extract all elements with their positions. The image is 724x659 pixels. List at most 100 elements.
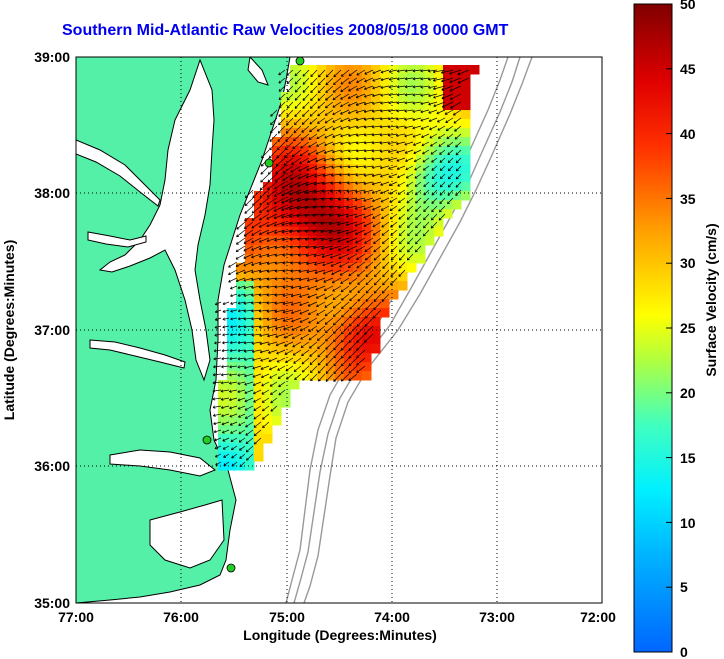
velocity-cell — [452, 101, 462, 111]
velocity-arrow — [449, 69, 462, 75]
velocity-cell — [371, 191, 381, 201]
velocity-cell — [299, 83, 309, 93]
velocity-arrow — [274, 253, 286, 257]
velocity-arrow — [332, 293, 342, 300]
velocity-cell — [389, 227, 399, 237]
velocity-cell — [389, 218, 399, 228]
velocity-cell — [344, 83, 354, 93]
velocity-arrow — [229, 413, 238, 418]
velocity-cell — [308, 164, 318, 174]
velocity-arrow — [298, 285, 310, 290]
velocity-arrow — [423, 197, 430, 204]
velocity-cell — [335, 155, 345, 165]
velocity-arrow — [430, 141, 438, 147]
velocity-cell — [344, 65, 354, 75]
velocity-cell — [254, 254, 264, 264]
velocity-arrow — [356, 69, 366, 76]
velocity-arrow — [396, 77, 406, 81]
velocity-arrow — [220, 405, 230, 410]
velocity-cell — [434, 209, 444, 219]
velocity-arrow — [308, 341, 318, 349]
velocity-arrow — [444, 109, 454, 115]
velocity-arrow — [356, 357, 366, 366]
velocity-arrow — [332, 101, 342, 108]
velocity-cell — [236, 272, 246, 282]
velocity-arrow — [371, 109, 382, 113]
velocity-arrow — [389, 197, 398, 203]
velocity-cell — [335, 209, 345, 219]
velocity-cell — [398, 218, 408, 228]
velocity-cell — [425, 200, 435, 210]
velocity-arrow — [307, 285, 318, 290]
velocity-cell — [317, 182, 327, 192]
velocity-arrow — [421, 141, 430, 147]
velocity-arrow — [299, 301, 310, 307]
albemarle-sound — [109, 449, 216, 477]
velocity-cell — [353, 119, 363, 129]
velocity-arrow — [371, 125, 382, 129]
velocity-arrow — [299, 157, 310, 164]
velocity-arrow — [294, 101, 302, 109]
velocity-arrow — [340, 365, 350, 374]
velocity-cell — [443, 164, 453, 174]
velocity-arrow — [243, 253, 254, 259]
velocity-arrow — [251, 325, 262, 329]
velocity-arrow — [251, 277, 262, 282]
velocity-cell — [335, 182, 345, 192]
velocity-arrow — [243, 261, 254, 267]
velocity-cell — [317, 281, 327, 291]
velocity-arrow — [422, 157, 430, 163]
velocity-cell — [326, 92, 336, 102]
velocity-arrow — [243, 365, 254, 370]
velocity-arrow — [441, 101, 454, 108]
velocity-cell — [263, 263, 273, 273]
velocity-cell — [461, 65, 471, 75]
velocity-arrow — [266, 197, 278, 205]
velocity-cell — [290, 272, 300, 282]
velocity-cell — [407, 173, 417, 183]
velocity-cell — [407, 74, 417, 84]
velocity-arrow — [324, 125, 334, 131]
velocity-arrow — [229, 421, 238, 426]
velocity-cell — [263, 227, 273, 237]
velocity-cell — [308, 263, 318, 273]
velocity-cell — [416, 92, 426, 102]
velocity-arrow — [296, 205, 310, 210]
velocity-arrow — [237, 405, 246, 410]
velocity-arrow — [300, 141, 310, 149]
velocity-cell — [353, 371, 363, 381]
velocity-cell — [317, 65, 327, 75]
velocity-cell — [326, 254, 336, 264]
colorbar-tick-label: 30 — [680, 255, 696, 271]
velocity-arrow — [373, 237, 382, 244]
x-axis-label: Longitude (Degrees:Minutes) — [243, 627, 437, 643]
velocity-cell — [281, 353, 291, 363]
velocity-cell — [299, 137, 309, 147]
velocity-cell — [272, 164, 282, 174]
velocity-arrow — [349, 293, 358, 302]
velocity-cell — [272, 380, 282, 390]
velocity-cell — [290, 137, 300, 147]
velocity-arrow — [228, 277, 238, 283]
velocity-arrow — [404, 93, 414, 97]
velocity-cell — [254, 326, 264, 336]
velocity-arrow — [449, 93, 462, 101]
velocity-cell — [443, 74, 453, 84]
velocity-cell — [263, 398, 273, 408]
velocity-arrow — [354, 197, 366, 202]
velocity-cell — [281, 155, 291, 165]
velocity-arrow — [317, 373, 326, 382]
velocity-cell — [281, 200, 291, 210]
velocity-arrow — [237, 341, 246, 345]
velocity-arrow — [422, 229, 430, 237]
velocity-arrow — [324, 101, 334, 109]
velocity-arrow — [420, 77, 430, 81]
velocity-arrow — [259, 349, 270, 354]
velocity-arrow — [387, 133, 398, 137]
velocity-cell — [272, 254, 282, 264]
velocity-arrow — [266, 285, 278, 289]
velocity-arrow — [365, 285, 374, 294]
velocity-cell — [308, 137, 318, 147]
velocity-cell — [227, 353, 237, 363]
velocity-cell — [290, 101, 300, 111]
